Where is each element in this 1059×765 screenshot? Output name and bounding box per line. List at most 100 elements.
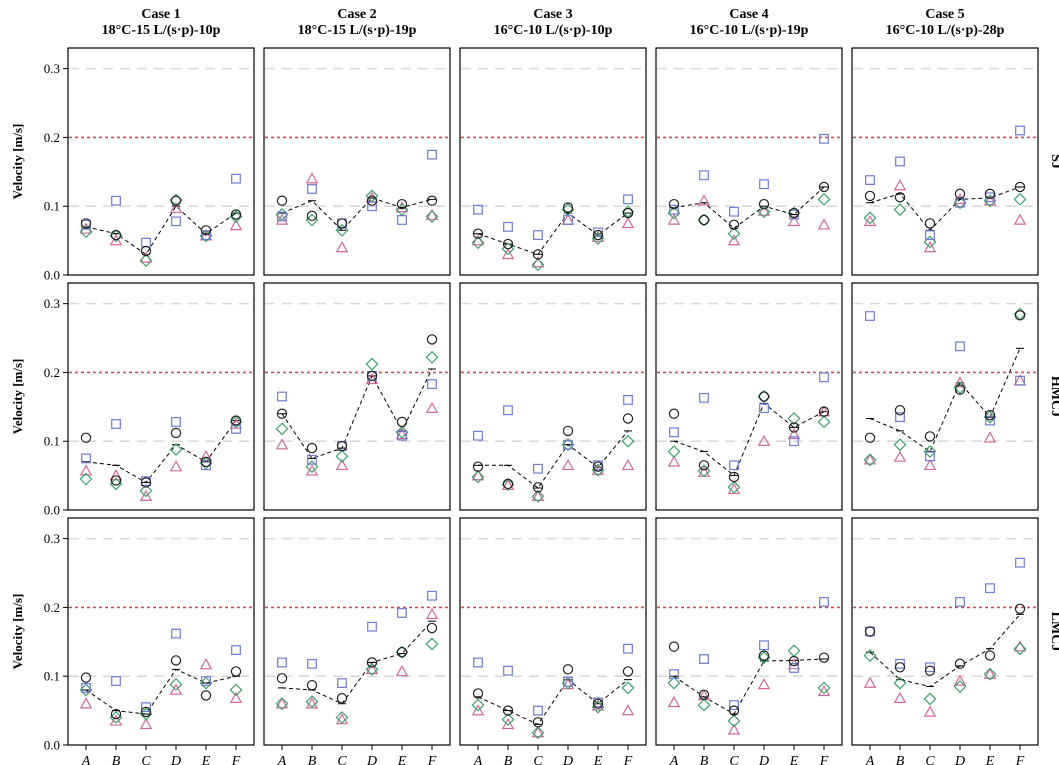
diamond-marker [953,381,967,395]
diamond-marker [365,357,379,371]
mean-line [869,613,1021,688]
diamond-marker [109,477,123,491]
panel-frame [67,517,255,746]
x-tick-label: A [277,754,287,765]
circle-marker [622,207,634,219]
square-marker [729,700,739,711]
circle-marker [622,413,634,424]
triangle-marker [199,658,213,670]
circle-marker [758,391,770,402]
x-tick-label: B [896,754,905,765]
square-marker [1015,125,1025,136]
circle-marker [954,188,966,200]
circle-marker [532,249,544,260]
square-marker [985,415,995,426]
y-axis-label: Velocity [m/s] [10,124,25,200]
square-marker [473,657,483,668]
circle-marker [818,181,830,193]
triangle-marker [953,674,967,686]
circle-marker [562,664,574,675]
triangle-marker [425,607,439,620]
diamond-marker [395,425,409,439]
triangle-marker [79,464,93,476]
diamond-marker [229,415,243,429]
circle-marker [728,219,740,230]
square-marker [563,439,573,450]
diamond-marker [817,192,831,206]
square-marker [669,427,679,438]
circle-marker [336,440,348,452]
circle-marker [864,626,876,637]
square-marker [533,230,543,241]
x-tick-label: C [337,754,347,765]
panel-frame [263,47,451,276]
square-marker [231,423,241,434]
square-marker [141,702,151,713]
panel [263,282,451,511]
x-tick-label: C [141,754,151,765]
circle-marker [698,460,710,471]
row-label: LMCJ [1048,612,1059,652]
panel-frame [263,517,451,746]
triangle-marker [983,431,997,443]
diamond-marker [471,698,485,712]
panel-frame [67,282,255,511]
square-marker [789,663,799,673]
panel [67,47,255,276]
y-tick-label: 0.2 [44,365,60,380]
circle-marker [758,650,770,661]
triangle-marker [621,216,635,229]
square-marker [307,184,317,194]
diamond-marker [621,681,635,695]
x-tick-label: F [819,754,829,765]
square-marker [563,215,573,225]
square-marker [819,597,829,607]
y-tick-label: 0.3 [44,531,60,546]
diamond-marker [335,711,349,724]
diamond-marker [365,662,379,676]
square-marker [865,175,875,185]
diamond-marker [305,695,319,709]
square-marker [533,705,543,716]
diamond-marker [275,697,289,711]
panel-frame [263,282,451,511]
panel [851,47,1039,276]
mean-line [85,668,237,715]
diamond-marker [169,443,183,456]
mean-line [281,368,433,460]
square-marker [201,230,211,241]
triangle-marker [139,717,153,730]
panel [655,282,843,511]
square-marker [503,405,513,416]
column-subtitle: 16°C-10 L/(s·p)-28p [886,23,1005,38]
square-marker [955,597,965,607]
column-title: Case 3 [533,7,572,22]
triangle-marker [621,704,635,716]
square-marker [111,676,121,686]
circle-marker [472,228,484,239]
circle-marker [170,195,182,206]
square-marker [503,665,513,676]
square-marker [985,192,995,203]
circle-marker [984,188,996,200]
square-marker [503,221,513,232]
panel [67,517,255,746]
circle-marker [818,406,830,417]
circle-marker [788,422,800,433]
square-marker [985,583,995,594]
panel-frame [655,282,843,511]
x-tick-label: D [758,754,769,765]
square-marker [533,463,543,474]
square-marker [307,454,317,465]
circle-marker [864,432,876,443]
x-tick-label: B [700,754,709,765]
triangle-marker [591,699,605,711]
circle-marker [80,672,92,683]
diamond-marker [305,460,319,474]
circle-marker [728,705,740,716]
diamond-marker [109,229,123,243]
triangle-marker [79,697,93,709]
square-marker [895,658,905,669]
square-marker [397,608,407,618]
